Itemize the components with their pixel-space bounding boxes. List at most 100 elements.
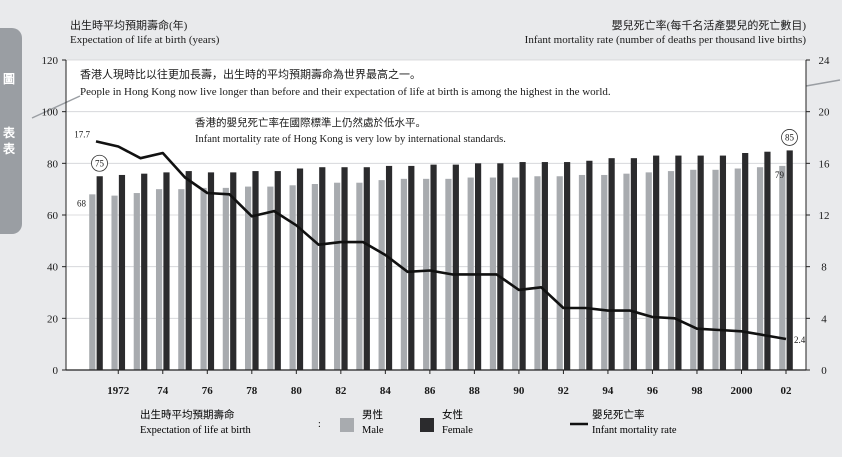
bar-female — [564, 162, 571, 370]
bar-female — [630, 158, 637, 370]
annotation-mid-zh: 香港的嬰兒死亡率在國際標準上仍然處於低水平。 — [195, 116, 426, 129]
bar-female — [608, 158, 615, 370]
x-tick-label: 82 — [335, 385, 347, 397]
legend-rate-zh: 嬰兒死亡率 — [592, 408, 645, 421]
bar-male — [178, 189, 185, 370]
bar-female — [786, 150, 793, 370]
bar-male — [601, 174, 608, 370]
y-right-tick-label: 0 — [821, 365, 827, 377]
bar-female — [653, 155, 660, 370]
x-tick-label: 98 — [691, 385, 703, 397]
bar-female — [497, 163, 504, 370]
y-right-tick-label: 8 — [821, 262, 827, 274]
y-left-tick-label: 20 — [47, 313, 59, 325]
bar-male — [356, 182, 363, 370]
bar-male — [222, 187, 229, 370]
bar-female — [163, 172, 170, 370]
legend-swatch-female — [420, 418, 434, 432]
bar-male — [400, 178, 408, 370]
data-label-female: 75 — [95, 158, 105, 168]
bar-female — [430, 164, 437, 370]
bar-female — [118, 174, 126, 370]
legend-female-en: Female — [442, 425, 473, 436]
bar-female — [519, 162, 526, 370]
bar-male — [712, 169, 719, 370]
y-right-tick-label: 20 — [819, 107, 831, 119]
bar-male — [645, 172, 652, 370]
y-left-tick-label: 100 — [42, 107, 59, 119]
x-tick-label: 96 — [647, 385, 659, 397]
bar-male — [690, 169, 697, 370]
legend-separator: : — [318, 419, 321, 430]
legend-rate-en: Infant mortality rate — [592, 425, 677, 436]
x-tick-label: 92 — [558, 385, 570, 397]
x-tick-label: 94 — [602, 385, 614, 397]
bar-male — [556, 176, 563, 370]
x-tick-label: 80 — [291, 385, 303, 397]
bar-male — [667, 171, 675, 370]
annotation-leader-line — [31, 95, 81, 119]
x-tick-label: 84 — [380, 385, 392, 397]
side-tab-glyph: 圖 — [2, 72, 15, 86]
bar-female — [141, 173, 148, 370]
bar-male — [267, 186, 274, 370]
bar-female — [474, 163, 482, 370]
x-tick-label: 78 — [246, 385, 258, 397]
x-tick-label: 1972 — [107, 385, 130, 397]
legend-female-zh: 女性 — [442, 408, 463, 421]
data-label-male: 79 — [775, 170, 785, 180]
bar-male — [423, 178, 430, 370]
bar-female — [675, 155, 682, 370]
line-layer — [95, 140, 787, 341]
legend: 出生時平均預期壽命 Expectation of life at birth :… — [140, 408, 677, 436]
data-label-layer: 68 75 17.7 79 85 2.4 — [74, 129, 806, 345]
bar-female — [96, 176, 103, 370]
bar-female — [341, 167, 348, 370]
left-axis-title-en: Expectation of life at birth (years) — [70, 34, 220, 46]
bar-female — [541, 162, 548, 370]
y-left-tick-label: 40 — [47, 262, 59, 274]
bar-female — [207, 172, 215, 370]
left-axis-title-zh: 出生時平均預期壽命(年) — [70, 20, 188, 32]
legend-group-label-en: Expectation of life at birth — [140, 425, 252, 436]
bar-female — [742, 153, 749, 370]
bar-female — [296, 168, 304, 370]
data-label-female: 85 — [785, 132, 795, 142]
y-left-tick-label: 0 — [53, 365, 59, 377]
bar-male — [512, 177, 519, 370]
y-right-tick-label: 24 — [819, 55, 831, 67]
bar-female — [719, 155, 727, 370]
bar-female — [697, 155, 704, 370]
bar-layer — [89, 150, 793, 370]
annotation-top-zh: 香港人現時比以往更加長壽，出生時的平均預期壽命為世界最高之一。 — [80, 67, 421, 81]
x-tick-label: 2000 — [730, 385, 753, 397]
bar-male — [133, 193, 140, 370]
bar-male — [623, 173, 630, 370]
data-label-infant-mortality: 2.4 — [794, 335, 806, 345]
x-tick-label: 76 — [202, 385, 214, 397]
bar-male — [111, 195, 118, 370]
legend-male-en: Male — [362, 425, 384, 436]
bar-male — [779, 165, 786, 370]
x-tick-label: 74 — [157, 385, 169, 397]
bar-male — [289, 185, 296, 370]
bar-male — [534, 176, 541, 370]
data-label-infant-mortality: 17.7 — [74, 129, 90, 139]
bar-male — [734, 168, 741, 370]
bar-female — [764, 151, 771, 370]
series-line-infant-mortality — [95, 140, 787, 341]
bar-female — [452, 164, 459, 370]
legend-male-zh: 男性 — [362, 408, 383, 421]
bar-female — [319, 167, 326, 370]
bar-female — [185, 171, 192, 370]
bar-female — [385, 165, 393, 370]
bar-male — [378, 180, 385, 370]
bar-male — [311, 184, 318, 370]
bar-male — [334, 182, 341, 370]
legend-group-label-zh: 出生時平均預期壽命 — [140, 408, 235, 421]
x-tick-label: 86 — [424, 385, 436, 397]
annotation-top-en: People in Hong Kong now live longer than… — [80, 86, 611, 98]
bar-male — [200, 187, 207, 370]
